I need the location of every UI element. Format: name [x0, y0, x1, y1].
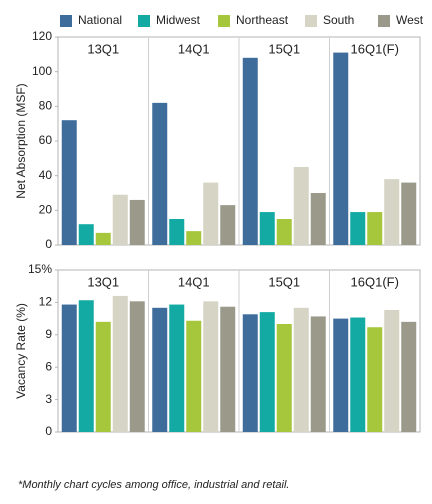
y-tick-label: 60 [39, 133, 53, 147]
legend-label: West [396, 13, 424, 27]
y-tick-label: 40 [39, 168, 53, 182]
bar [186, 231, 202, 245]
legend-label: Northeast [236, 13, 289, 27]
bar [220, 205, 236, 245]
category-label: 15Q1 [268, 41, 300, 56]
bar [333, 318, 349, 432]
legend-swatch [305, 15, 317, 27]
bar [242, 57, 258, 245]
bar [401, 321, 417, 432]
bar [384, 309, 400, 432]
legend-label: South [323, 13, 354, 27]
bar [152, 307, 168, 432]
y-tick-label: 15% [28, 262, 52, 276]
y-axis-label: Vacancy Rate (%) [14, 303, 28, 399]
bar [259, 212, 275, 245]
bar [61, 304, 77, 432]
bar [95, 232, 111, 245]
bar [129, 199, 145, 245]
bar [169, 304, 185, 432]
bar [401, 182, 417, 245]
bar [169, 219, 185, 245]
y-tick-label: 20 [39, 203, 53, 217]
bar [203, 301, 219, 432]
bar [129, 301, 145, 432]
category-label: 16Q1(F) [351, 41, 399, 56]
bar [152, 102, 168, 245]
y-tick-label: 100 [32, 64, 52, 78]
bar [78, 300, 94, 432]
y-tick-label: 120 [32, 29, 52, 43]
y-tick-label: 3 [45, 392, 52, 406]
bar [112, 295, 128, 432]
category-label: 14Q1 [178, 41, 210, 56]
legend-swatch [60, 15, 72, 27]
bar [259, 312, 275, 432]
footnote: *Monthly chart cycles among office, indu… [18, 479, 289, 491]
y-tick-label: 0 [45, 424, 52, 438]
bar [350, 317, 366, 432]
legend-label: Midwest [156, 13, 201, 27]
y-tick-label: 0 [45, 237, 52, 251]
bar [310, 316, 326, 432]
legend-swatch [378, 15, 390, 27]
bar [61, 120, 77, 245]
legend-swatch [138, 15, 150, 27]
y-tick-label: 80 [39, 99, 53, 113]
legend-label: National [78, 13, 122, 27]
bar [310, 193, 326, 245]
y-tick-label: 12 [39, 295, 53, 309]
category-label: 13Q1 [87, 41, 119, 56]
bar [220, 306, 236, 432]
bar [78, 224, 94, 245]
bar [276, 324, 292, 432]
bar [293, 307, 309, 432]
y-axis-label: Net Absorption (MSF) [14, 83, 28, 198]
bar [350, 212, 366, 245]
category-label: 14Q1 [178, 274, 210, 289]
bar [276, 219, 292, 245]
bar [293, 167, 309, 245]
category-label: 13Q1 [87, 274, 119, 289]
y-tick-label: 9 [45, 327, 52, 341]
bar [333, 52, 349, 245]
legend-swatch [218, 15, 230, 27]
category-label: 15Q1 [268, 274, 300, 289]
bar [186, 320, 202, 432]
bar [112, 194, 128, 245]
bar [367, 212, 383, 245]
bar [203, 182, 219, 245]
bar [95, 321, 111, 432]
bar [367, 327, 383, 432]
bar [384, 179, 400, 245]
bar [242, 314, 258, 432]
category-label: 16Q1(F) [351, 274, 399, 289]
y-tick-label: 6 [45, 359, 52, 373]
